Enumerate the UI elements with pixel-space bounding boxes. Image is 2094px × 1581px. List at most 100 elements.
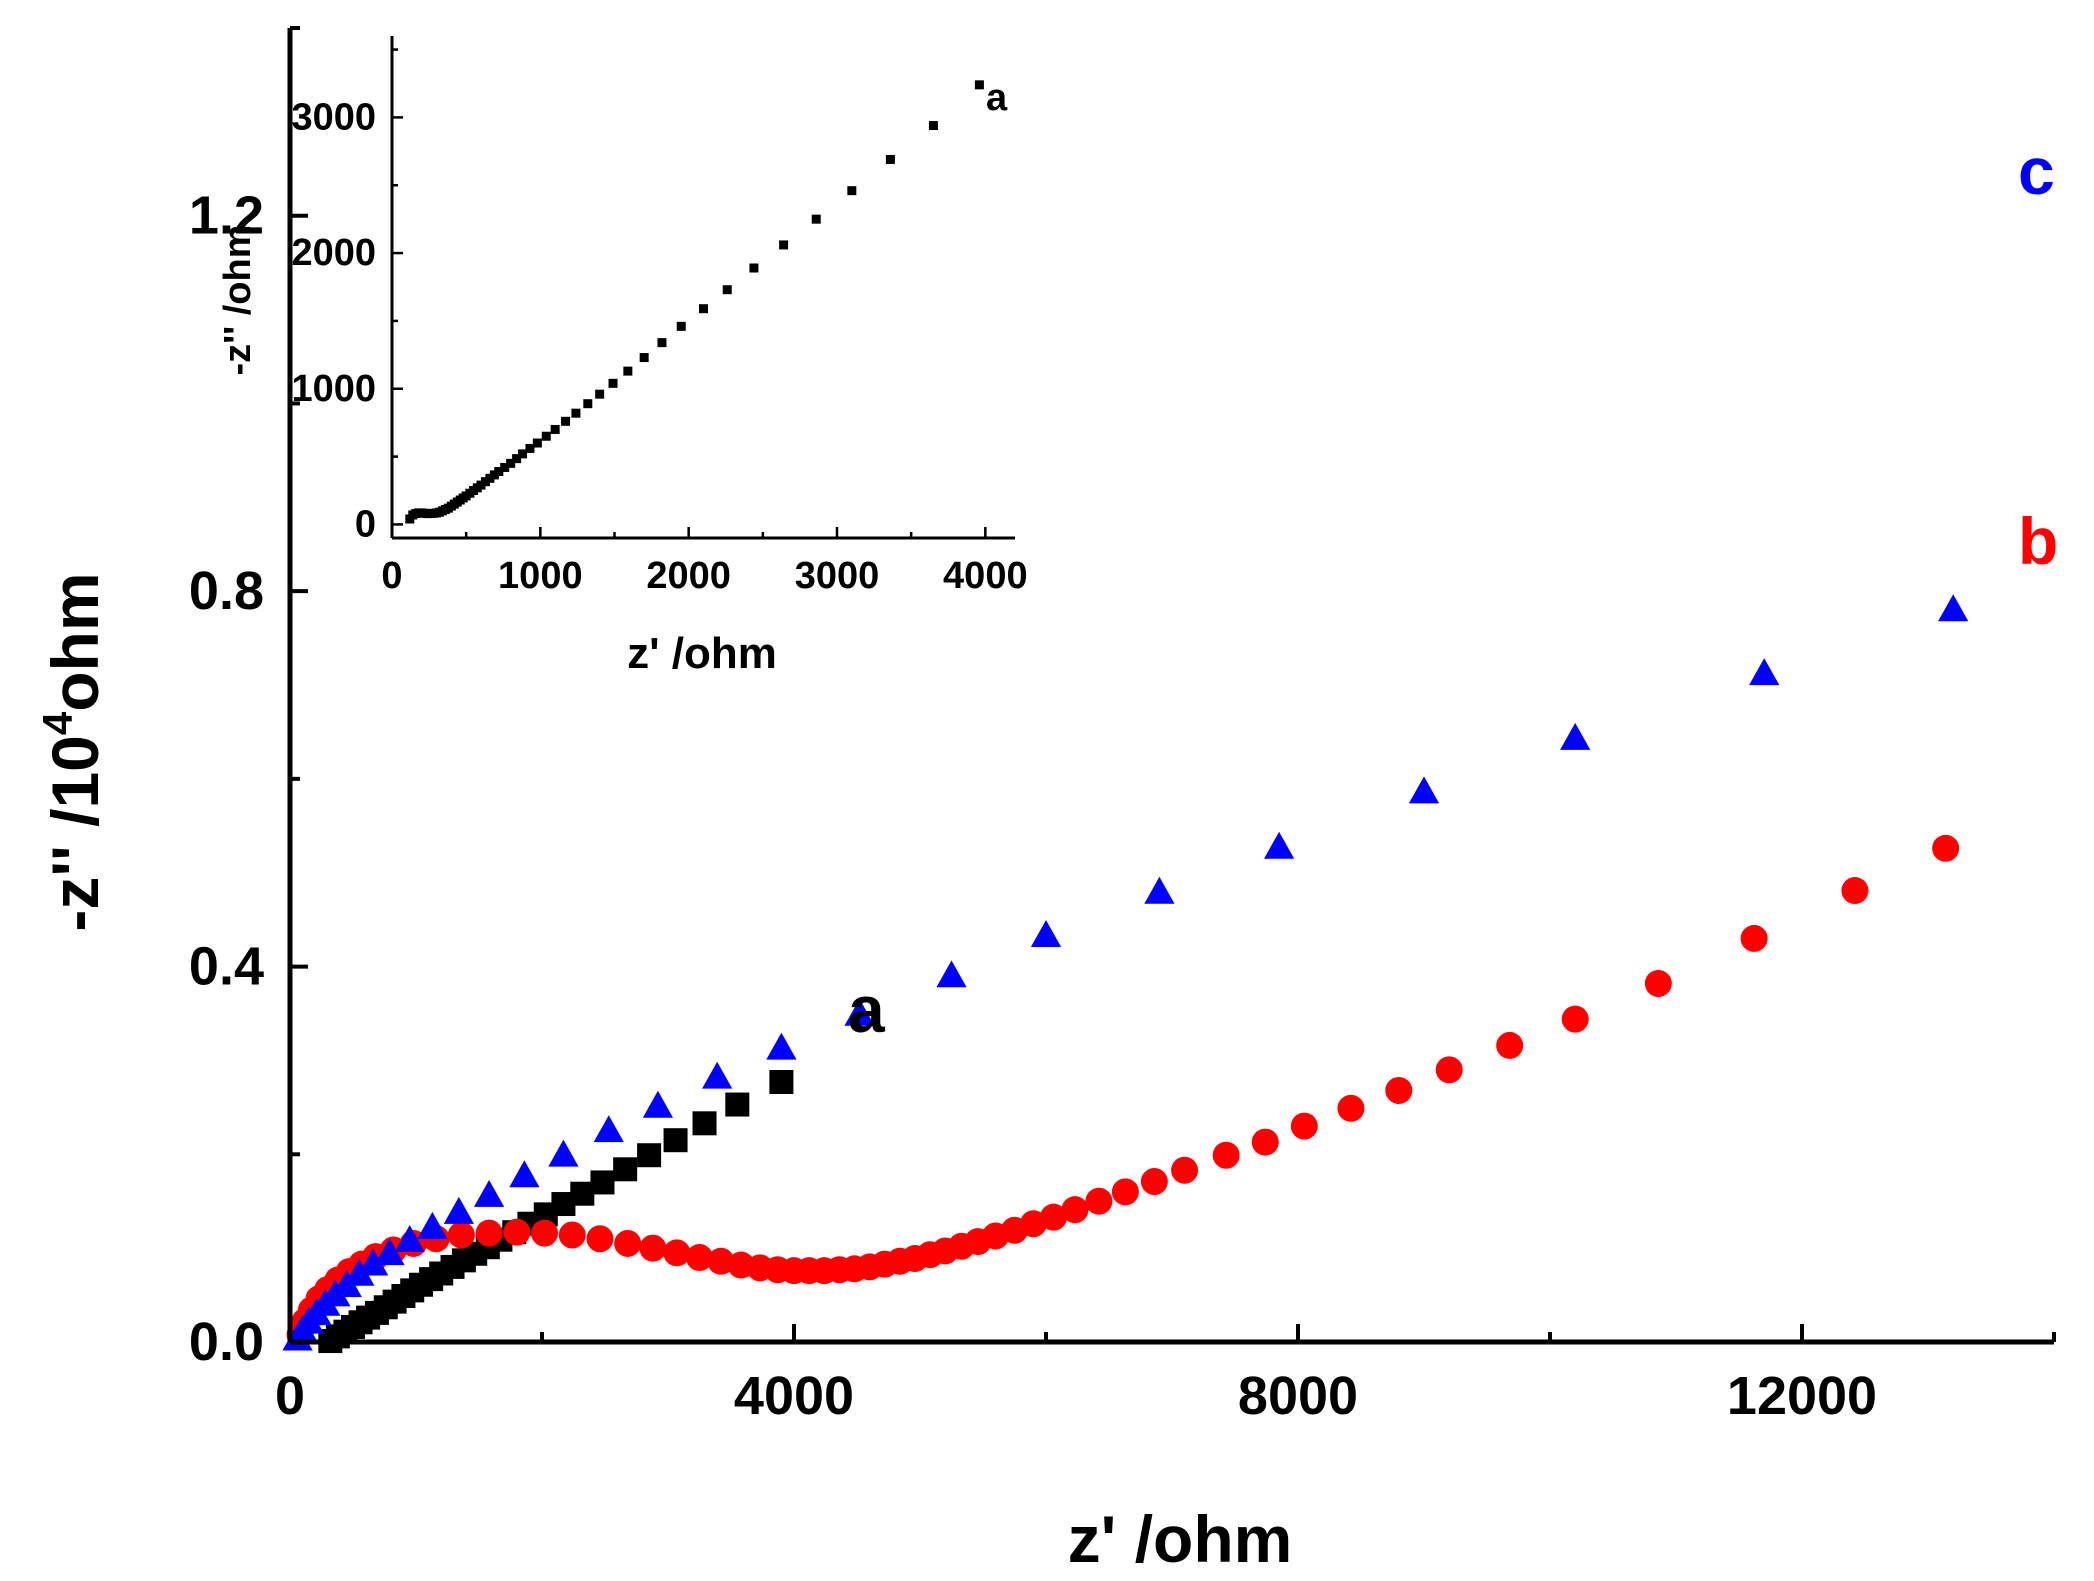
inset-x-tick-label: 3000 bbox=[795, 555, 880, 597]
main-series-b-point bbox=[1561, 1005, 1589, 1033]
series-label-b: b bbox=[2018, 504, 2058, 578]
main-series-b-point bbox=[1212, 1141, 1240, 1169]
main-series-b-point bbox=[531, 1219, 559, 1247]
main-series-b-point bbox=[1385, 1076, 1413, 1104]
main-series-b-point bbox=[686, 1244, 713, 1272]
inset-series-a-point bbox=[749, 263, 759, 273]
main-y-tick-label: 0.8 bbox=[189, 561, 264, 621]
main-series-b-point bbox=[1435, 1056, 1463, 1084]
main-series-b-point bbox=[1841, 877, 1869, 905]
inset-series-a-point bbox=[623, 366, 633, 376]
main-series-c-point bbox=[1144, 876, 1175, 904]
inset-series-a-point bbox=[811, 214, 821, 224]
main-series-c-point bbox=[358, 1248, 389, 1276]
main-series-b-point bbox=[558, 1221, 586, 1249]
main-series-b-point bbox=[614, 1229, 642, 1257]
main-series-c-point bbox=[394, 1225, 425, 1252]
inset-series-a-point bbox=[639, 353, 649, 363]
main-series-a-point bbox=[725, 1092, 750, 1117]
main-series-c-point bbox=[417, 1211, 448, 1239]
main-series-c-point bbox=[642, 1090, 674, 1118]
main-series-b-point bbox=[1251, 1128, 1279, 1156]
inset-y-tick-label: 0 bbox=[355, 503, 376, 545]
main-series-c-point bbox=[548, 1139, 579, 1167]
main-y-axis-title-suffix: ohm bbox=[38, 572, 112, 711]
inset-series-a-point bbox=[571, 408, 581, 418]
main-x-axis-title: z' /ohm bbox=[1068, 1502, 1293, 1576]
main-series-c-point bbox=[1560, 722, 1591, 750]
inset-y-tick-label: 2000 bbox=[291, 232, 376, 274]
inset-series-a-point bbox=[608, 378, 618, 388]
main-series-b-point bbox=[1337, 1094, 1365, 1122]
main-y-tick-label: 0.0 bbox=[189, 1312, 264, 1372]
inset-series-a-point bbox=[506, 458, 516, 468]
inset-x-tick-label: 2000 bbox=[646, 555, 731, 597]
main-series-b-point bbox=[707, 1247, 735, 1275]
main-series-b-point bbox=[1111, 1178, 1139, 1206]
inset-x-tick-label: 0 bbox=[381, 555, 402, 597]
inset-ticks: 0 1000 2000 3000 4000 0 1000 2000 3000 bbox=[291, 48, 1028, 597]
main-ticks: 0 4000 8000 12000 0.0 0.4 0.8 1.2 bbox=[189, 26, 2056, 1426]
main-series-b-point bbox=[1140, 1168, 1168, 1196]
main-series-b-point bbox=[1740, 924, 1768, 952]
main-x-tick-label: 12000 bbox=[1727, 1366, 1877, 1426]
inset-series-a-point bbox=[561, 416, 571, 426]
inset-series-a-point bbox=[494, 467, 504, 477]
main-series-b-point bbox=[1644, 969, 1672, 997]
main-series-c-point bbox=[702, 1061, 733, 1089]
inset-y-tick-label: 3000 bbox=[291, 96, 376, 138]
main-series-b-point bbox=[1932, 834, 1960, 862]
main-series-c-point bbox=[1030, 919, 1062, 947]
inset-axes bbox=[390, 36, 1015, 540]
main-series-c-point bbox=[509, 1160, 540, 1188]
inset-series-a-point bbox=[779, 240, 789, 250]
inset-series-a-point bbox=[512, 454, 522, 464]
main-y-axis-title-prefix: -z'' /10 bbox=[38, 735, 112, 931]
main-series-b-point bbox=[447, 1221, 475, 1249]
inset-x-axis-title: z' /ohm bbox=[627, 629, 777, 678]
inset-series-a-point bbox=[532, 438, 542, 448]
inset-series-a-point bbox=[885, 154, 895, 164]
main-series-b-point bbox=[1040, 1203, 1068, 1231]
inset-series-a-point bbox=[722, 285, 732, 295]
main-series-c-point bbox=[766, 1032, 797, 1060]
main-series-a-point bbox=[769, 1070, 794, 1095]
series-label-c: c bbox=[2018, 134, 2055, 208]
inset-series-a-point bbox=[595, 389, 605, 399]
main-x-tick-label: 8000 bbox=[1238, 1366, 1358, 1426]
main-series-c-point bbox=[936, 960, 967, 988]
main-series-c-point bbox=[374, 1238, 405, 1266]
main-x-tick-label: 0 bbox=[275, 1366, 305, 1426]
inset-series-a-point bbox=[550, 424, 560, 434]
main-y-tick-label: 1.2 bbox=[189, 186, 264, 246]
main-axes bbox=[287, 28, 2054, 1345]
main-series-b-point bbox=[1496, 1031, 1524, 1059]
inset-x-tick-label: 4000 bbox=[943, 555, 1028, 597]
inset-series-a-point bbox=[699, 304, 708, 314]
main-series-b-point bbox=[1171, 1156, 1199, 1184]
main-series-a-point bbox=[590, 1170, 615, 1195]
inset-series-a-point bbox=[847, 186, 857, 196]
main-series-c-point bbox=[1938, 594, 1969, 622]
main-series-b-point bbox=[475, 1219, 503, 1247]
main-series-c-point bbox=[1408, 776, 1440, 804]
inset-series-a-point bbox=[676, 321, 686, 331]
inset-series-label-a: a bbox=[986, 77, 1008, 119]
inset-series-a-point bbox=[518, 449, 528, 459]
inset-series-a-point bbox=[974, 80, 984, 90]
inset-series-a-point bbox=[525, 443, 535, 453]
inset-x-tick-label: 1000 bbox=[498, 555, 583, 597]
main-series-b-point bbox=[663, 1239, 691, 1267]
main-plot: 0 4000 8000 12000 0.0 0.4 0.8 1.2 z' /ohm -z'' … bbox=[34, 26, 2058, 1576]
main-series-c-point bbox=[1263, 831, 1295, 859]
inset-y-tick-label: 1000 bbox=[291, 368, 376, 410]
main-y-axis-title-exponent: 4 bbox=[34, 711, 81, 735]
inset-series-a-point bbox=[541, 431, 551, 441]
inset-plot: 0 1000 2000 3000 4000 0 1000 2000 3000 z' /ohm -… bbox=[217, 36, 1028, 678]
main-series-a-point bbox=[663, 1128, 688, 1153]
main-series-a-point bbox=[692, 1111, 717, 1136]
main-series-a-point bbox=[570, 1181, 595, 1206]
main-series-b-point bbox=[1290, 1112, 1318, 1140]
main-series-b-point bbox=[639, 1234, 667, 1262]
